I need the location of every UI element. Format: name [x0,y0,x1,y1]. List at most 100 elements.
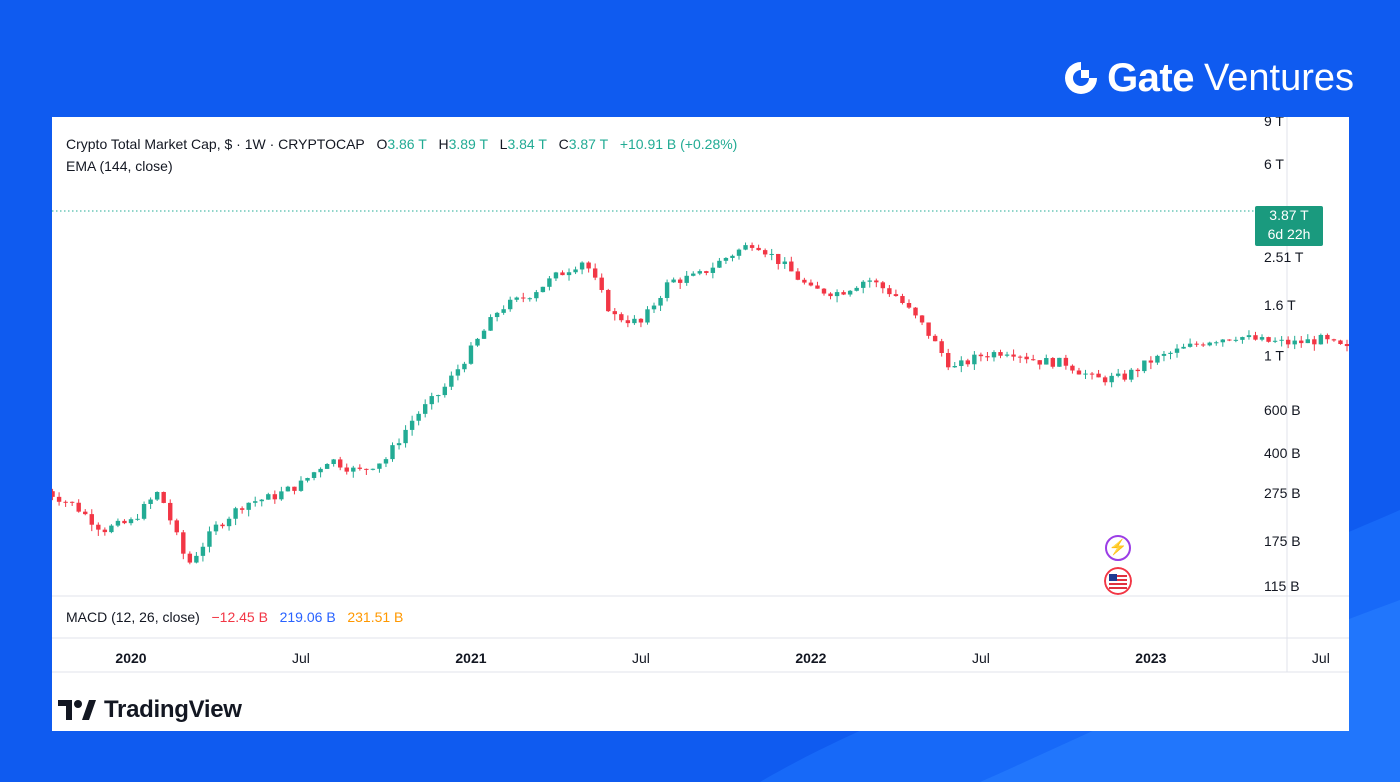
candle [311,471,317,481]
candle [1096,369,1101,378]
candle [619,312,624,323]
candle [357,464,363,471]
candle [946,348,951,371]
tradingview-logo-icon [58,700,96,720]
y-tick-label: 275 B [1264,485,1301,501]
candle [1057,357,1062,367]
candle [89,509,94,532]
legend-o-value: 3.86 T [387,136,427,152]
candle [789,256,794,272]
x-tick-label: 2021 [455,650,486,666]
chart-legend: Crypto Total Market Cap, $ · 1W · CRYPTO… [66,133,737,177]
candle [553,271,559,282]
legend-l-value: 3.84 T [507,136,547,152]
last-price-tag: 3.87 T 6d 22h [1255,206,1323,246]
candle [468,342,474,365]
macd-legend[interactable]: MACD (12, 26, close) −12.45 B 219.06 B 2… [66,606,403,628]
candle [52,488,55,501]
candle [213,521,219,535]
candle [168,499,173,525]
candle [226,516,232,531]
y-tick-label: 600 B [1264,402,1301,418]
macd-histogram-value: −12.45 B [211,609,268,625]
candle [331,458,336,467]
candlestick-chart[interactable]: 9 T 6 T 2.51 T 1.6 T 1 T 600 B 400 B 275 B 175 B… [52,117,1349,731]
candle [442,383,448,398]
x-tick-label: 2020 [115,650,146,666]
candle [1318,333,1324,345]
candle [1305,334,1310,344]
candle [540,286,546,293]
candle [1272,337,1278,344]
candle [815,281,820,289]
candle [658,295,663,311]
legend-title: Crypto Total Market Cap, $ · 1W · CRYPTO… [66,136,365,152]
y-tick-label: 1 T [1264,347,1284,363]
y-tick-label: 175 B [1264,533,1301,549]
candle [906,299,912,309]
candle [612,308,617,321]
x-tick-label: Jul [292,650,310,666]
y-tick-label: 1.6 T [1264,297,1296,313]
candle [233,506,238,526]
candle [932,334,938,342]
candle [893,289,899,297]
candle [390,442,395,462]
candle [1024,352,1029,364]
candle [828,292,833,300]
candle [370,468,376,471]
candle [462,361,467,373]
candle [109,524,114,534]
brand-word-gate: Gate [1107,56,1194,100]
candle [1344,339,1349,352]
candle [867,277,872,288]
lightning-icon[interactable]: ⚡ [1105,535,1131,561]
time-axis: 2020Jul2021Jul2022Jul2023Jul2024Jul2025J… [115,650,1329,666]
candle [128,517,134,526]
candle [239,506,245,514]
candle [769,248,774,261]
candle [56,492,62,506]
candle [776,253,781,270]
candle [1102,375,1108,386]
legend-ema[interactable]: EMA (144, close) [66,158,173,174]
x-tick-label: 2023 [1135,650,1166,666]
candle [599,273,604,293]
y-tick-label: 6 T [1264,156,1284,172]
candle [560,270,565,276]
candle [318,467,323,478]
candle [527,297,532,302]
candle [292,486,297,495]
candle [821,288,827,296]
legend-c-value: 3.87 T [568,136,609,152]
candle [383,457,389,468]
gate-logo-icon [1065,62,1098,94]
candle [279,486,284,501]
us-flag-icon[interactable] [1104,567,1132,595]
candle [1240,336,1245,344]
candle [1037,360,1042,370]
candle [1050,357,1056,369]
candle [710,262,716,279]
candle [521,292,526,303]
brand-word-ventures: Ventures [1204,57,1354,99]
candle [1187,338,1193,348]
candle [606,288,611,313]
candle [880,280,886,294]
y-tick-label: 9 T [1264,117,1284,129]
candle [841,290,846,296]
x-tick-label: 2022 [795,650,826,666]
candle [691,271,696,277]
legend-c-label: C [558,136,569,152]
candle [122,519,127,525]
candle [782,257,787,269]
candle [1259,334,1265,342]
candle [1325,333,1330,344]
candle [834,289,840,303]
candle [1299,336,1304,348]
candle [802,277,807,285]
candle [220,522,225,529]
candle [1115,368,1121,378]
candle [1135,368,1141,378]
candle [338,456,343,471]
